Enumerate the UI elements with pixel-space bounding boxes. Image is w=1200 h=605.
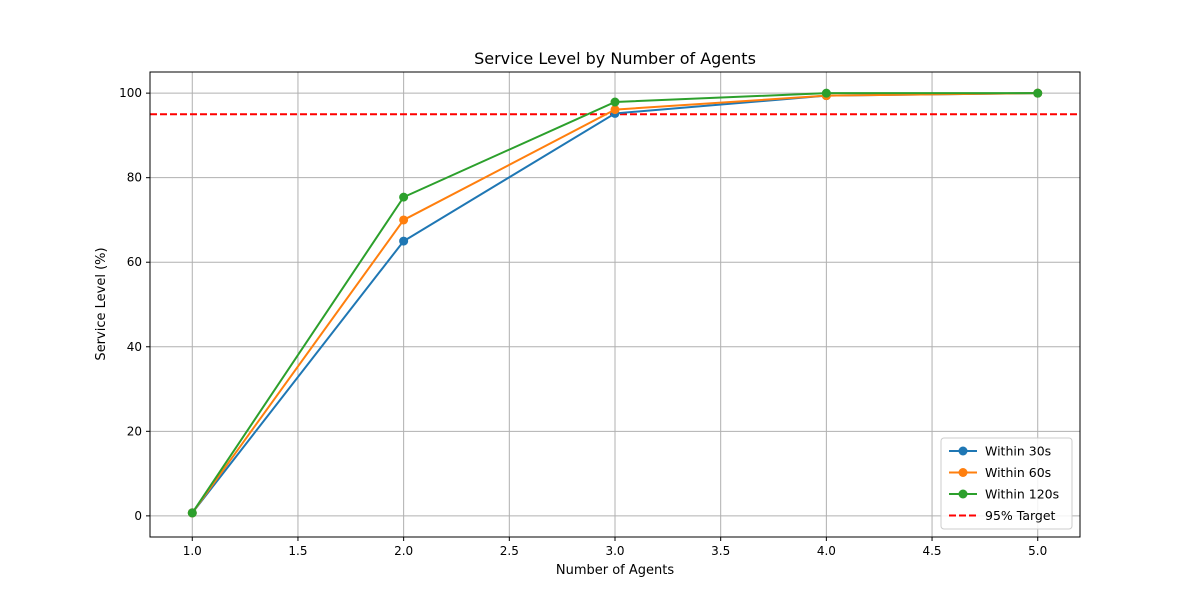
data-point xyxy=(610,97,620,107)
grid xyxy=(150,72,1080,537)
y-tick-label: 40 xyxy=(127,340,142,354)
data-point xyxy=(187,508,197,518)
legend: Within 30s Within 60s Within 120s 95% Targe… xyxy=(940,437,1073,530)
legend-marker xyxy=(958,468,968,477)
series-group xyxy=(187,88,1043,518)
x-tick-label: 3.5 xyxy=(711,544,730,558)
x-tick-label: 1.5 xyxy=(288,544,307,558)
ticks: 1.0 1.5 2.0 2.5 3.0 3.5 4.0 4.5 5.0 0 20 40 60 80 100 xyxy=(119,86,1047,558)
data-point xyxy=(399,236,409,246)
y-axis-label: Service Level (%) xyxy=(94,247,109,360)
chart-title: Service Level by Number of Agents xyxy=(474,49,756,68)
x-axis-label: Number of Agents xyxy=(556,563,674,578)
legend-box xyxy=(940,437,1073,530)
y-tick-label: 0 xyxy=(134,509,142,523)
x-tick-label: 2.5 xyxy=(500,544,519,558)
legend-marker xyxy=(958,489,968,499)
data-point xyxy=(1033,88,1043,98)
data-point xyxy=(821,88,831,98)
x-tick-label: 2.0 xyxy=(394,544,413,558)
legend-label: 95% Target xyxy=(985,508,1056,523)
legend-label: Within 30s xyxy=(985,444,1051,459)
data-point xyxy=(399,192,409,202)
legend-marker xyxy=(958,446,968,456)
x-tick-label: 3.0 xyxy=(605,544,624,558)
x-tick-label: 5.0 xyxy=(1028,544,1047,558)
legend-label: Within 120s xyxy=(985,487,1059,502)
y-tick-label: 60 xyxy=(127,255,142,269)
x-tick-label: 4.5 xyxy=(922,544,941,558)
y-tick-label: 80 xyxy=(127,171,142,185)
data-point xyxy=(399,215,409,225)
y-tick-label: 20 xyxy=(127,424,142,438)
data-point xyxy=(610,105,620,115)
x-tick-label: 4.0 xyxy=(817,544,836,558)
y-tick-label: 100 xyxy=(119,86,142,100)
x-tick-label: 1.0 xyxy=(183,544,202,558)
legend-label: Within 60s xyxy=(985,465,1051,480)
